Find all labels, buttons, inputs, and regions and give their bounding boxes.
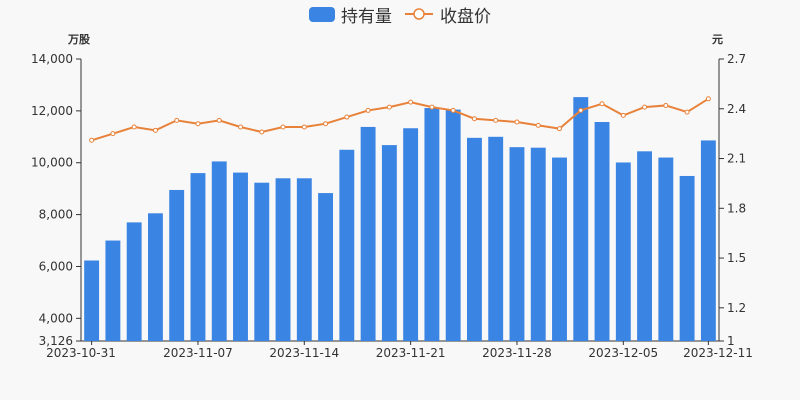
left-y-tick-label: 10,000 xyxy=(31,156,73,170)
point-close-price[interactable] xyxy=(535,122,541,128)
bar-holdings[interactable] xyxy=(360,126,376,341)
x-tick-label: 2023-11-07 xyxy=(163,346,233,360)
legend-item-close-price[interactable]: 收盘价 xyxy=(404,2,491,27)
bar-holdings[interactable] xyxy=(233,172,248,341)
right-y-tick-label: 1.5 xyxy=(727,251,746,265)
bar-holdings[interactable] xyxy=(488,136,504,341)
point-close-price[interactable] xyxy=(365,107,371,113)
point-close-price[interactable] xyxy=(259,129,265,135)
right-y-tick-label: 1.8 xyxy=(727,201,746,215)
bar-holdings[interactable] xyxy=(105,240,121,341)
point-close-price[interactable] xyxy=(642,104,648,110)
chart-legend: 持有量 收盘价 xyxy=(0,2,800,27)
left-axis-unit: 万股 xyxy=(68,33,90,46)
left-y-tick-label: 12,000 xyxy=(31,104,73,118)
bar-holdings[interactable] xyxy=(318,193,334,341)
point-close-price[interactable] xyxy=(578,107,584,113)
point-close-price[interactable] xyxy=(599,101,605,107)
bar-holdings[interactable] xyxy=(275,178,291,341)
legend-label-close-price: 收盘价 xyxy=(440,6,491,27)
point-close-price[interactable] xyxy=(620,112,626,118)
left-y-tick-label: 4,000 xyxy=(39,311,73,325)
point-close-price[interactable] xyxy=(705,96,711,102)
bar-holdings[interactable] xyxy=(679,175,695,341)
bar-holdings[interactable] xyxy=(573,97,589,341)
legend-bar-swatch xyxy=(309,6,335,22)
bar-holdings[interactable] xyxy=(169,189,185,341)
bar-holdings[interactable] xyxy=(445,109,461,342)
right-y-tick-label: 2.4 xyxy=(727,102,746,116)
bar-holdings[interactable] xyxy=(147,213,163,341)
point-close-price[interactable] xyxy=(471,116,477,122)
bar-holdings[interactable] xyxy=(700,140,716,341)
left-y-tick-label: 8,000 xyxy=(39,208,73,222)
right-y-tick-label: 1.2 xyxy=(727,301,746,315)
bar-holdings[interactable] xyxy=(509,147,525,341)
left-y-tick-label: 6,000 xyxy=(39,259,73,273)
point-close-price[interactable] xyxy=(684,109,690,115)
right-y-tick-label: 2.1 xyxy=(727,152,746,166)
right-y-tick-label: 2.7 xyxy=(727,52,746,66)
point-close-price[interactable] xyxy=(557,126,562,132)
point-close-price[interactable] xyxy=(152,127,158,133)
bar-holdings[interactable] xyxy=(424,108,440,341)
point-close-price[interactable] xyxy=(280,124,286,130)
right-y-tick-label: 1 xyxy=(727,334,735,348)
legend-label-holdings: 持有量 xyxy=(341,6,392,27)
point-close-price[interactable] xyxy=(323,121,329,127)
legend-line-swatch xyxy=(405,8,433,20)
point-close-price[interactable] xyxy=(301,124,307,130)
x-tick-label: 2023-12-11 xyxy=(683,346,753,360)
bar-holdings[interactable] xyxy=(403,128,419,341)
bar-holdings[interactable] xyxy=(530,147,546,341)
point-close-price[interactable] xyxy=(450,107,456,113)
bar-holdings[interactable] xyxy=(211,161,227,341)
bar-holdings[interactable] xyxy=(84,260,100,341)
x-tick-label: 2023-11-14 xyxy=(269,346,339,360)
point-close-price[interactable] xyxy=(131,124,137,130)
point-close-price[interactable] xyxy=(514,119,520,125)
point-close-price[interactable] xyxy=(110,131,116,137)
x-tick-label: 2023-11-21 xyxy=(376,346,446,360)
point-close-price[interactable] xyxy=(429,104,435,110)
point-close-price[interactable] xyxy=(493,117,499,123)
left-y-tick-label: 3,126 xyxy=(39,334,73,348)
bar-holdings[interactable] xyxy=(552,157,567,341)
point-close-price[interactable] xyxy=(174,117,180,123)
bar-holdings[interactable] xyxy=(466,137,482,341)
point-close-price[interactable] xyxy=(89,137,95,143)
point-close-price[interactable] xyxy=(663,102,669,108)
x-tick-label: 2023-11-28 xyxy=(482,346,552,360)
left-y-tick-label: 14,000 xyxy=(31,52,73,66)
point-close-price[interactable] xyxy=(216,117,222,123)
bar-holdings[interactable] xyxy=(254,182,270,341)
bar-holdings[interactable] xyxy=(637,151,653,341)
bar-holdings[interactable] xyxy=(339,149,355,341)
bar-holdings[interactable] xyxy=(594,122,610,341)
legend-item-holdings[interactable]: 持有量 xyxy=(309,2,392,27)
x-tick-label: 2023-12-05 xyxy=(588,346,658,360)
x-tick-label: 2023-10-31 xyxy=(46,346,116,360)
bar-holdings[interactable] xyxy=(296,178,312,341)
bar-holdings[interactable] xyxy=(658,157,674,341)
bar-holdings[interactable] xyxy=(615,162,631,341)
line-close-price xyxy=(91,97,709,142)
right-axis-unit: 元 xyxy=(712,33,723,46)
bar-holdings[interactable] xyxy=(381,145,397,341)
point-close-price[interactable] xyxy=(386,104,392,110)
bar-holdings[interactable] xyxy=(126,222,142,341)
point-close-price[interactable] xyxy=(238,124,243,130)
point-close-price[interactable] xyxy=(195,121,201,127)
bar-holdings[interactable] xyxy=(190,173,206,341)
point-close-price[interactable] xyxy=(408,99,414,105)
point-close-price[interactable] xyxy=(344,114,350,120)
